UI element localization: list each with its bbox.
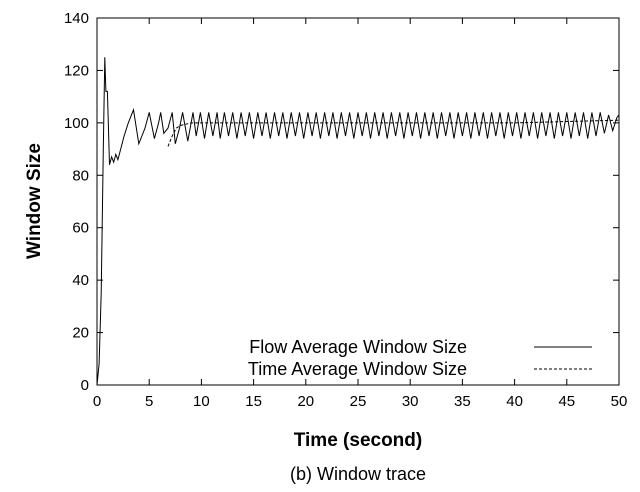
axis-ticks: 0 5 10 15 20 25 30 35 40 45 50 0 20 40 60 80 100 120 140 <box>64 10 627 410</box>
x-axis-title: Time (second) <box>294 430 422 451</box>
x-tick-label-20: 20 <box>297 393 314 410</box>
plot-frame <box>96 17 620 386</box>
x-tick-label-35: 35 <box>454 393 471 410</box>
x-tick-label-15: 15 <box>245 393 262 410</box>
y-tick-label-80: 80 <box>72 167 89 184</box>
y-tick-label-40: 40 <box>72 272 89 289</box>
x-tick-label-25: 25 <box>350 393 367 410</box>
plot-series <box>96 57 620 386</box>
x-tick-label-0: 0 <box>93 393 101 410</box>
legend-label-time: Time Average Window Size <box>248 359 467 379</box>
legend-label-flow: Flow Average Window Size <box>249 337 467 357</box>
y-axis-title: Window Size <box>24 143 45 259</box>
y-tick-label-20: 20 <box>72 325 89 342</box>
y-tick-label-0: 0 <box>81 377 89 394</box>
chart-caption: (b) Window trace <box>290 464 426 484</box>
x-tick-label-5: 5 <box>145 393 153 410</box>
x-tick-label-30: 30 <box>402 393 419 410</box>
x-tick-label-10: 10 <box>193 393 210 410</box>
x-tick-label-40: 40 <box>506 393 523 410</box>
series-line-0 <box>96 57 620 386</box>
y-tick-label-140: 140 <box>64 10 89 27</box>
legend: Flow Average Window Size Time Average Wi… <box>248 337 592 379</box>
y-tick-label-60: 60 <box>72 220 89 237</box>
y-tick-label-120: 120 <box>64 62 89 79</box>
x-tick-label-45: 45 <box>558 393 575 410</box>
series-line-1 <box>167 119 620 147</box>
y-tick-label-100: 100 <box>64 115 89 132</box>
x-tick-label-50: 50 <box>611 393 628 410</box>
